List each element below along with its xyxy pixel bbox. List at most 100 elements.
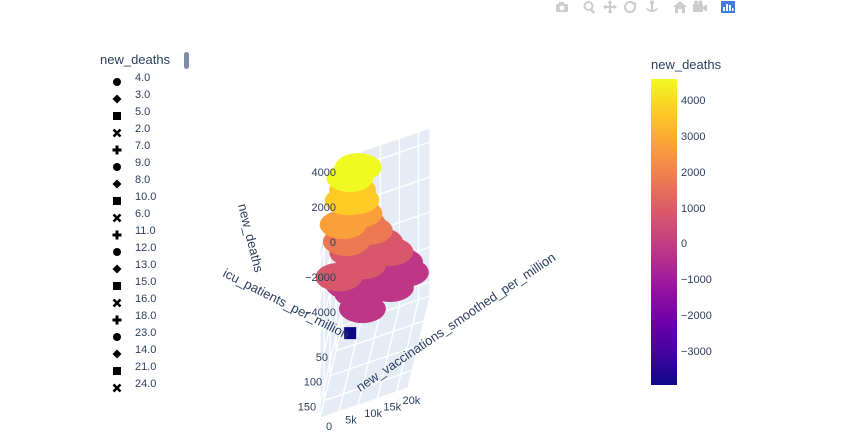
- legend-item-label: 7.0: [135, 140, 151, 152]
- y-gridline: [329, 345, 419, 377]
- x-tick-label: 10k: [364, 408, 382, 420]
- legend-item[interactable]: 15.0: [100, 275, 180, 292]
- legend-scrollbar[interactable]: [184, 52, 189, 69]
- legend-item-label: 21.0: [135, 361, 157, 373]
- legend-item-label: 8.0: [135, 174, 151, 186]
- colorbar-tick-label: −1000: [681, 274, 712, 287]
- legend-item-label: 14.0: [135, 344, 157, 356]
- legend-item[interactable]: 5.0: [100, 105, 180, 122]
- legend-square-icon: [112, 278, 122, 290]
- turntable-icon[interactable]: [644, 0, 660, 14]
- legend-diamond-icon: [112, 91, 122, 104]
- colorbar: [651, 79, 677, 385]
- data-point: [344, 327, 357, 340]
- legend-circle-icon: [112, 74, 122, 86]
- legend-item-label: 16.0: [135, 293, 157, 305]
- x-gridline: [357, 312, 381, 406]
- modebar: [550, 0, 750, 14]
- legend-item[interactable]: 24.0: [100, 377, 180, 394]
- z-tick-label: 4000: [312, 167, 336, 179]
- legend-cross-icon: [112, 227, 122, 240]
- legend-item-label: 18.0: [135, 310, 157, 322]
- legend-item-label: 5.0: [135, 106, 151, 118]
- y-gridline: [335, 320, 425, 352]
- y-gridline: [323, 369, 413, 402]
- data-points: [315, 153, 429, 340]
- legend-cross-icon: [112, 312, 122, 325]
- legend-item[interactable]: 23.0: [100, 326, 180, 343]
- legend-x-icon: [112, 295, 122, 308]
- x-tick-label: 0: [326, 421, 332, 433]
- legend-item[interactable]: 7.0: [100, 139, 180, 156]
- data-point: [366, 273, 414, 302]
- legend-item-label: 3.0: [135, 89, 151, 101]
- x-gridline: [338, 319, 362, 412]
- legend-diamond-icon: [112, 176, 122, 189]
- colorbar-title: new_deaths: [651, 57, 722, 72]
- legend-item[interactable]: 16.0: [100, 292, 180, 309]
- colorbar-tick-label: −2000: [681, 310, 712, 322]
- legend-item-label: 13.0: [135, 259, 157, 271]
- zoom-icon[interactable]: [582, 0, 598, 14]
- x-gridline: [319, 325, 343, 419]
- legend-item-label: 10.0: [135, 191, 157, 203]
- legend-item[interactable]: 11.0: [100, 224, 180, 241]
- legend-square-icon: [112, 193, 122, 205]
- plotly-logo-icon[interactable]: [720, 0, 736, 14]
- orbit-icon[interactable]: [622, 0, 638, 14]
- legend-item-label: 23.0: [135, 327, 157, 339]
- pan-icon[interactable]: [602, 0, 618, 14]
- legend-item[interactable]: 4.0: [100, 71, 180, 88]
- home-icon[interactable]: [672, 0, 688, 14]
- legend-item-label: 6.0: [135, 208, 151, 220]
- legend-circle-icon: [112, 159, 122, 171]
- y-tick-label: 100: [304, 377, 322, 389]
- legend-circle-icon: [112, 244, 122, 256]
- colorbar-tick-label: 0: [681, 238, 688, 251]
- legend-item-label: 24.0: [135, 378, 157, 390]
- reset-camera-icon[interactable]: [692, 0, 708, 14]
- legend-item[interactable]: 2.0: [100, 122, 180, 139]
- z-tick-label: −2000: [305, 272, 336, 284]
- legend-item[interactable]: 14.0: [100, 343, 180, 360]
- legend-x-icon: [112, 125, 122, 138]
- z-axis-title: new_deaths: [235, 202, 267, 274]
- legend-item-label: 15.0: [135, 276, 157, 288]
- legend-item[interactable]: 13.0: [100, 258, 180, 275]
- legend-item[interactable]: 18.0: [100, 309, 180, 326]
- legend-item[interactable]: 10.0: [100, 190, 180, 207]
- z-tick-label: 2000: [312, 202, 336, 214]
- y-tick-label: 50: [316, 352, 328, 364]
- legend-cross-icon: [112, 142, 122, 155]
- legend-square-icon: [112, 108, 122, 120]
- legend-item[interactable]: 12.0: [100, 241, 180, 258]
- legend-circle-icon: [112, 329, 122, 341]
- legend-item-label: 11.0: [135, 225, 156, 237]
- legend-item[interactable]: 8.0: [100, 173, 180, 190]
- colorbar-tick-label: −3000: [681, 345, 712, 358]
- legend-item-label: 2.0: [135, 123, 151, 135]
- x-gridline: [395, 299, 420, 393]
- legend-x-icon: [112, 210, 122, 223]
- x-tick-label: 20k: [403, 395, 421, 407]
- legend-title: new_deaths: [100, 52, 171, 67]
- legend-item[interactable]: 9.0: [100, 156, 180, 173]
- x-tick-label: 15k: [383, 401, 401, 413]
- legend-diamond-icon: [112, 261, 122, 274]
- legend-item[interactable]: 21.0: [100, 360, 180, 377]
- colorbar-tick-label: 2000: [681, 166, 706, 179]
- legend-square-icon: [112, 363, 122, 375]
- legend-item-label: 12.0: [135, 242, 157, 254]
- x-gridline: [376, 306, 401, 399]
- legend-item-label: 4.0: [135, 72, 151, 84]
- colorbar-tick-label: 1000: [681, 202, 706, 215]
- legend-item[interactable]: 6.0: [100, 207, 180, 224]
- legend-x-icon: [112, 380, 122, 393]
- legend-item-label: 9.0: [135, 157, 151, 169]
- legend-item[interactable]: 3.0: [100, 88, 180, 105]
- camera-icon[interactable]: [554, 0, 570, 14]
- colorbar-tick-label: 3000: [681, 131, 706, 144]
- z-tick-label: −4000: [305, 307, 336, 319]
